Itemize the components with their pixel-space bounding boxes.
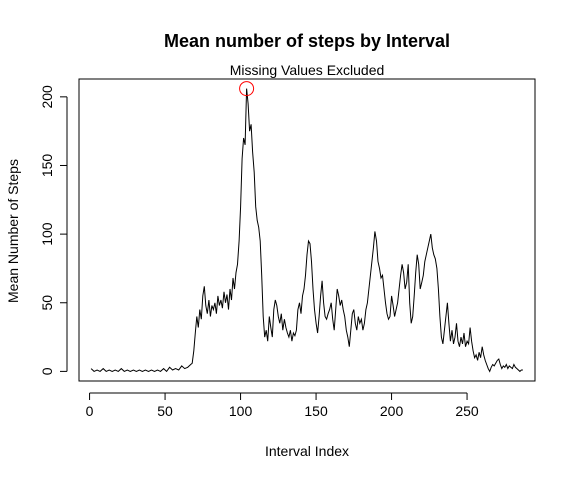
chart-subtitle: Missing Values Excluded — [230, 62, 385, 78]
x-tick-label: 250 — [455, 403, 479, 419]
x-tick-label: 200 — [380, 403, 404, 419]
y-tick-label: 200 — [39, 85, 55, 109]
x-tick-label: 0 — [86, 403, 94, 419]
x-tick-label: 50 — [157, 403, 173, 419]
plot-frame — [78, 78, 536, 382]
y-tick-label: 100 — [39, 222, 55, 246]
x-tick-label: 150 — [304, 403, 328, 419]
y-axis-label: Mean Number of Steps — [5, 159, 21, 303]
peak-marker — [239, 81, 255, 97]
y-tick-label: 150 — [39, 154, 55, 178]
x-axis: 0 50 100 150 200 250 — [86, 392, 479, 419]
series-line — [90, 88, 523, 373]
y-tick-label: 0 — [39, 367, 55, 375]
x-tick-label: 100 — [229, 403, 253, 419]
chart-title: Mean number of steps by Interval — [164, 31, 450, 51]
y-axis: 0 50 100 150 200 — [39, 85, 68, 375]
x-axis-label: Interval Index — [265, 443, 349, 459]
y-tick-label: 50 — [39, 295, 55, 311]
